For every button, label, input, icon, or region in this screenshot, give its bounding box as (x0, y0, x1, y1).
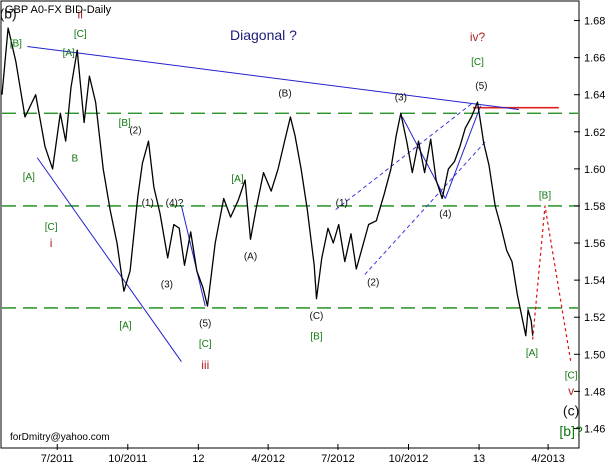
x-tick-label: 4/2012 (251, 453, 285, 465)
trend-line (27, 46, 520, 111)
wave-label: [A] (63, 48, 75, 59)
wave-label: [A] (231, 174, 243, 185)
wave-label: [B] (10, 39, 22, 50)
x-tick-label: 12 (192, 453, 204, 465)
wave-label: iii (201, 358, 209, 372)
wave-label: (B) (278, 89, 291, 100)
chart-title: GBP A0-FX BID-Daily (5, 4, 112, 16)
level-lines (2, 106, 578, 309)
trend-line (444, 105, 482, 199)
y-tick-label: 1.68 (584, 16, 605, 28)
wave-label: [B] (539, 191, 551, 202)
y-tick-label: 1.50 (584, 349, 605, 361)
wave-label: (1) (336, 198, 348, 209)
trend-line (180, 205, 206, 307)
wave-label: [C] (74, 29, 87, 40)
y-tick-label: 1.66 (584, 53, 605, 65)
wave-label: [b]? (559, 423, 583, 439)
wave-label: [C] (565, 370, 578, 381)
y-tick-label: 1.54 (584, 275, 605, 287)
y-tick-label: 1.64 (584, 90, 605, 102)
wave-label: (4) (439, 209, 451, 220)
wave-label: [C] (199, 339, 212, 350)
y-tick-label: 1.46 (584, 423, 605, 435)
wave-label: (4)? (166, 198, 184, 209)
x-tick-label: 10/2012 (389, 453, 429, 465)
plot-frame (0, 0, 580, 449)
wave-label: (5) (199, 318, 211, 329)
x-tick-label: 13 (473, 453, 485, 465)
footer-email: forDmitry@yahoo.com (10, 432, 110, 443)
wave-label: [B] (119, 118, 131, 129)
price-series (1, 27, 572, 364)
wave-label: v (568, 384, 574, 398)
wave-label: (2) (129, 126, 141, 137)
y-tick-label: 1.62 (584, 127, 605, 139)
x-tick-label: 4/2013 (531, 453, 565, 465)
wave-label: (C) (310, 311, 324, 322)
wave-label: [B] (310, 331, 322, 342)
wave-label: (b) (0, 6, 17, 22)
trend-lines (27, 46, 520, 362)
wave-label: iv? (470, 30, 486, 44)
wave-label: ii (78, 8, 83, 22)
wave-label: (5) (475, 81, 487, 92)
wave-label: [A] (23, 172, 35, 183)
x-tick-label: 7/2012 (321, 453, 355, 465)
trend-line (364, 140, 487, 275)
x-axis: 7/2011 10/2011 12 4/2012 7/2012 10/2012 13 4/20… (41, 444, 565, 465)
y-tick-label: 1.56 (584, 238, 605, 250)
price-line (1, 27, 534, 337)
wave-label: (1) (142, 198, 154, 209)
wave-label: i (50, 236, 53, 250)
y-tick-label: 1.48 (584, 386, 605, 398)
y-axis: 1.46 1.48 1.50 1.52 1.54 1.56 1.58 1.60 1.62 1.64… (574, 16, 605, 435)
x-tick-label: 7/2011 (41, 453, 74, 465)
wave-label: [A] (526, 348, 538, 359)
wave-label: B (72, 153, 79, 164)
wave-label: (A) (244, 252, 257, 263)
wave-labels: (b)[B]ii[C][A][B](2)B[A](1) (4)?[A][C]i(A… (0, 6, 583, 439)
y-tick-label: 1.60 (584, 164, 605, 176)
wave-label: [C] (471, 57, 484, 68)
x-tick-label: 10/2011 (108, 453, 147, 465)
y-tick-label: 1.52 (584, 312, 605, 324)
trend-line (335, 101, 474, 211)
y-tick-label: 1.58 (584, 201, 605, 213)
wave-label: (c) (563, 402, 579, 418)
projection-line (532, 205, 572, 364)
trend-line (36, 157, 182, 362)
wave-label: (3) (161, 280, 173, 291)
wave-label: [A] (119, 320, 131, 331)
wave-label: (2) (367, 278, 379, 289)
wave-label: [C] (45, 222, 58, 233)
chart-subtitle: Diagonal ? (230, 27, 297, 43)
wave-label: (3) (395, 92, 407, 103)
